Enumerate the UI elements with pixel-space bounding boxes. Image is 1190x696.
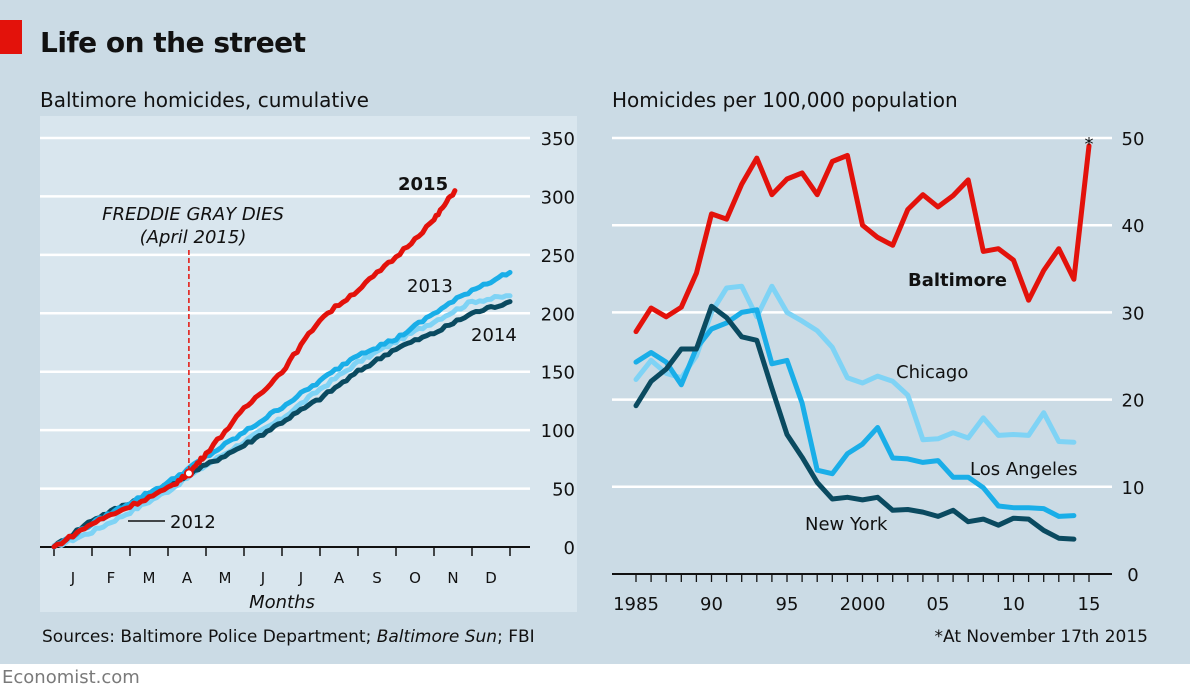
- left-y-tick-label: 0: [564, 538, 575, 559]
- month-label: O: [409, 569, 421, 587]
- series-label-new-york: New York: [805, 514, 888, 535]
- month-label: M: [219, 569, 232, 587]
- left-chart: 0 50 100 150 200 250 300 350 J F M A M J J A S O N D Months F…: [40, 129, 575, 613]
- series-label-2014: 2014: [471, 325, 517, 346]
- series-line-2012: [51, 293, 513, 549]
- month-label: J: [70, 569, 75, 587]
- month-label: M: [143, 569, 156, 587]
- left-y-tick-label: 350: [541, 129, 575, 150]
- month-label: J: [260, 569, 265, 587]
- series-label-los-angeles: Los Angeles: [970, 459, 1078, 480]
- right-x-tick-label: 2000: [840, 594, 886, 615]
- right-y-tick-label: 40: [1122, 216, 1145, 237]
- series-line-new-york: [633, 303, 1077, 542]
- left-y-tick-label: 250: [541, 246, 575, 267]
- right-x-tick-label: 10: [1002, 594, 1025, 615]
- month-label: N: [447, 569, 458, 587]
- series-label-2012: 2012: [170, 512, 216, 533]
- series-label-chicago: Chicago: [896, 362, 968, 383]
- left-plot-background: [40, 116, 577, 612]
- right-y-tick-label: 0: [1127, 565, 1138, 586]
- right-chart: 0 10 20 30 40 50 1985 90 95 2000 05 10 15 * Baltimore C…: [612, 129, 1144, 615]
- series-label-2013: 2013: [407, 276, 453, 297]
- series-line-chicago: [633, 283, 1077, 445]
- month-label: S: [372, 569, 382, 587]
- series-label-2015: 2015: [398, 174, 448, 195]
- right-y-tick-label: 20: [1122, 391, 1145, 412]
- month-label: J: [298, 569, 303, 587]
- annotation-sublabel: (April 2015): [140, 227, 247, 248]
- source-prefix: Sources: Baltimore Police Department;: [42, 627, 377, 647]
- left-panel-title: Baltimore homicides, cumulative: [40, 88, 369, 112]
- right-x-tick-label: 95: [776, 594, 799, 615]
- red-tag: [0, 20, 22, 54]
- month-label: A: [182, 569, 193, 587]
- month-label: A: [334, 569, 345, 587]
- left-y-tick-label: 200: [541, 304, 575, 325]
- asterisk-marker: *: [1085, 134, 1094, 155]
- source-suffix: ; FBI: [497, 627, 535, 647]
- right-x-tick-label: 15: [1078, 594, 1101, 615]
- series-line-baltimore: [633, 143, 1092, 335]
- right-y-tick-label: 50: [1122, 129, 1145, 150]
- series-label-baltimore: Baltimore: [908, 270, 1007, 291]
- annotation-marker: [183, 468, 194, 479]
- source-italic: Baltimore Sun: [376, 627, 498, 647]
- series-line-los-angeles: [633, 307, 1077, 519]
- month-label: F: [107, 569, 116, 587]
- left-x-axis-label: Months: [249, 592, 315, 613]
- right-y-tick-label: 30: [1122, 303, 1145, 324]
- left-y-tick-label: 50: [552, 480, 575, 501]
- right-x-tick-label: 90: [700, 594, 723, 615]
- right-panel-title: Homicides per 100,000 population: [612, 88, 958, 112]
- left-y-tick-label: 150: [541, 363, 575, 384]
- right-x-tick-label: 1985: [613, 594, 659, 615]
- right-y-tick-label: 10: [1122, 478, 1145, 499]
- footnote: *At November 17th 2015: [934, 627, 1148, 647]
- chart-title: Life on the street: [40, 26, 306, 59]
- series-line-2015: [51, 188, 458, 550]
- annotation-label: FREDDIE GRAY DIES: [102, 204, 284, 225]
- left-y-tick-label: 100: [541, 421, 575, 442]
- source-note: Sources: Baltimore Police Department; Ba…: [42, 627, 535, 647]
- brand-logo: Economist.com: [2, 667, 140, 688]
- right-x-tick-label: 05: [927, 594, 950, 615]
- left-y-tick-label: 300: [541, 187, 575, 208]
- month-label: D: [485, 569, 497, 587]
